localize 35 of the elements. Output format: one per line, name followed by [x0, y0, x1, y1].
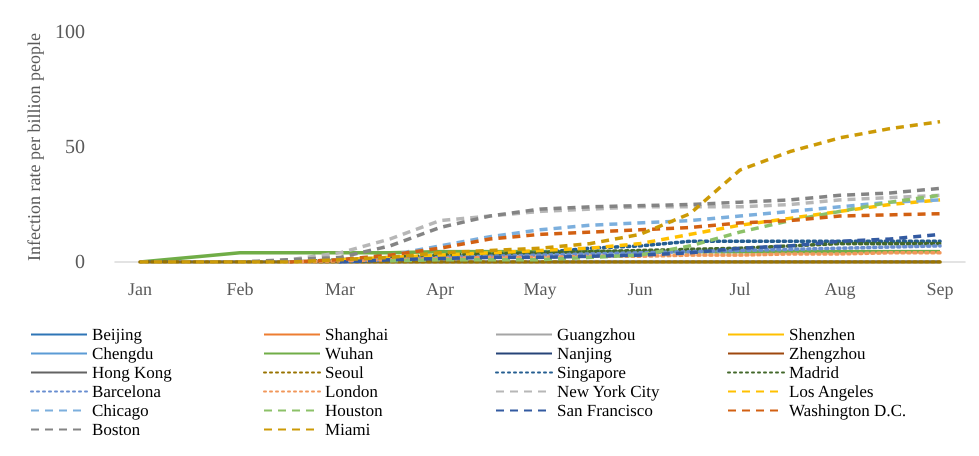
- legend-label: San Francisco: [557, 401, 653, 420]
- legend-label: Hong Kong: [92, 363, 172, 382]
- y-tick-label: 100: [55, 21, 85, 43]
- legend-label: Nanjing: [557, 344, 612, 363]
- x-tick-label: Apr: [426, 279, 454, 299]
- legend-label: Wuhan: [325, 344, 374, 363]
- x-tick-label: May: [524, 279, 556, 299]
- legend-label: Beijing: [92, 325, 143, 344]
- x-tick-label: Aug: [824, 279, 856, 299]
- legend-label: Washington D.C.: [789, 401, 906, 420]
- legend-label: Chicago: [92, 401, 149, 420]
- legend-label: Los Angeles: [789, 382, 874, 401]
- legend-label: Shanghai: [325, 325, 389, 344]
- x-tick-label: Jul: [729, 279, 751, 299]
- legend-label: Boston: [92, 420, 141, 439]
- legend-label: Miami: [325, 420, 371, 439]
- x-tick-label: Mar: [325, 279, 355, 299]
- legend-label: Chengdu: [92, 344, 154, 363]
- legend-label: Barcelona: [92, 382, 162, 401]
- x-tick-label: Sep: [926, 279, 954, 299]
- x-tick-label: Jan: [128, 279, 152, 299]
- legend-label: Zhengzhou: [789, 344, 866, 363]
- legend-label: Madrid: [789, 363, 840, 382]
- legend-label: Singapore: [557, 363, 626, 382]
- y-axis-title: Infection rate per billion people: [24, 33, 44, 261]
- legend-label: Guangzhou: [557, 325, 636, 344]
- legend-label: New York City: [557, 382, 660, 401]
- legend-label: Houston: [325, 401, 384, 420]
- x-tick-label: Feb: [226, 279, 254, 299]
- x-tick-label: Jun: [627, 279, 653, 299]
- legend-label: Seoul: [325, 363, 364, 382]
- legend-label: Shenzhen: [789, 325, 856, 344]
- y-tick-label: 0: [75, 251, 85, 273]
- y-tick-label: 50: [65, 136, 85, 158]
- legend-label: London: [325, 382, 378, 401]
